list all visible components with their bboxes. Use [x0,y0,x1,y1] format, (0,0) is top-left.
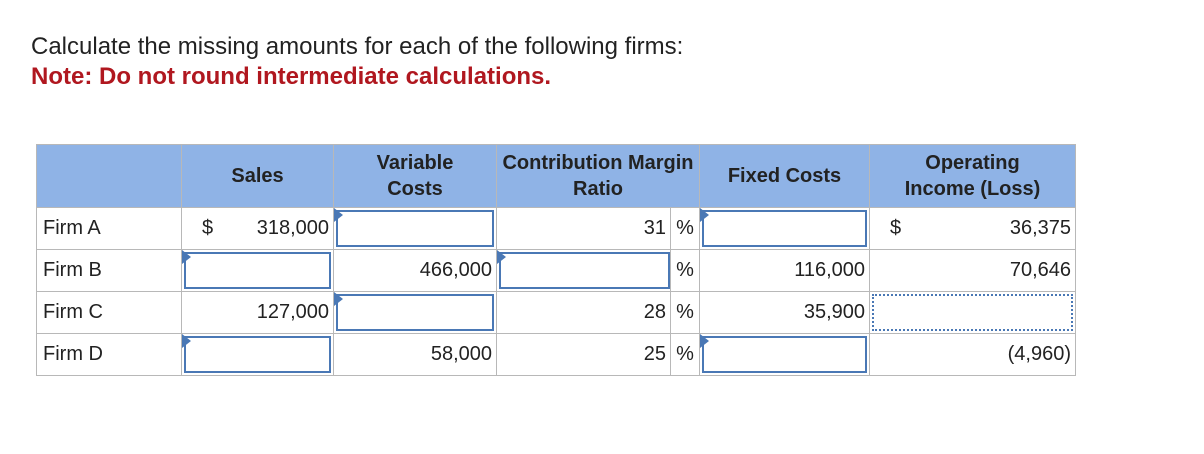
header-firm [36,144,182,208]
input-flag-icon [182,334,191,348]
fixed-costs-cell [699,333,870,376]
table-row: Firm B 466,000 % 116,000 70,646 [36,249,1076,292]
sales-value: 318,000 [256,217,329,239]
input-flag-icon [334,292,343,306]
header-fixed-costs: Fixed Costs [699,144,870,208]
instruction-text: Calculate the missing amounts for each o… [31,33,684,60]
percent-sign: % [670,250,699,291]
sales-input[interactable] [184,252,331,289]
header-cm-ratio: Contribution Margin Ratio [496,144,700,208]
percent-sign: % [670,208,699,249]
cm-ratio-cell: 31 % [496,207,700,250]
operating-income-value: 70,646 [869,249,1076,292]
cm-ratio-cell: 25 % [496,333,700,376]
variable-costs-cell [333,207,497,250]
table-row: Firm C 127,000 28 % 35,900 [36,291,1076,334]
operating-income-value: (4,960) [869,333,1076,376]
input-flag-icon [497,250,506,264]
currency-symbol: $ [202,217,214,239]
sales-input[interactable] [184,336,331,373]
sales-cell: $ 318,000 [181,207,334,250]
instruction-note: Note: Do not round intermediate calculat… [31,63,552,90]
percent-sign: % [670,334,699,375]
header-variable-costs: Variable Costs [333,144,497,208]
fixed-costs-input[interactable] [702,210,867,247]
variable-costs-cell [333,291,497,334]
variable-costs-value: 466,000 [333,249,497,292]
input-flag-icon [700,334,709,348]
fixed-costs-cell [699,207,870,250]
cm-ratio-value: 28 [643,301,666,323]
cm-ratio-cell: % [496,249,700,292]
header-sales: Sales [181,144,334,208]
currency-symbol: $ [890,217,902,239]
cm-ratio-value: 25 [643,343,666,365]
variable-costs-value: 58,000 [333,333,497,376]
sales-cell [181,249,334,292]
firm-label: Firm C [36,291,182,334]
fixed-costs-value: 116,000 [699,249,870,292]
percent-sign: % [670,292,699,333]
cm-ratio-cell: 28 % [496,291,700,334]
table-row: Firm A $ 318,000 31 % [36,207,1076,250]
firm-label: Firm B [36,249,182,292]
operating-income-cell [869,291,1076,334]
operating-income-input[interactable] [872,294,1073,331]
sales-cell [181,333,334,376]
cm-ratio-input[interactable] [499,252,670,289]
input-flag-icon [182,250,191,264]
cm-ratio-value: 31 [643,217,666,239]
input-flag-icon [700,208,709,222]
cvp-table: Sales Variable Costs Contribution Margin… [36,144,1076,376]
firm-label: Firm D [36,333,182,376]
header-row: Sales Variable Costs Contribution Margin… [36,144,1076,208]
table-row: Firm D 58,000 25 % (4,960) [36,333,1076,376]
variable-costs-input[interactable] [336,210,494,247]
header-operating-income: Operating Income (Loss) [869,144,1076,208]
fixed-costs-value: 35,900 [699,291,870,334]
variable-costs-input[interactable] [336,294,494,331]
instructions: Calculate the missing amounts for each o… [31,32,683,92]
sales-value: 127,000 [181,291,334,334]
operating-income-value: 36,375 [1009,217,1071,239]
input-flag-icon [334,208,343,222]
fixed-costs-input[interactable] [702,336,867,373]
operating-income-cell: $ 36,375 [869,207,1076,250]
firm-label: Firm A [36,207,182,250]
